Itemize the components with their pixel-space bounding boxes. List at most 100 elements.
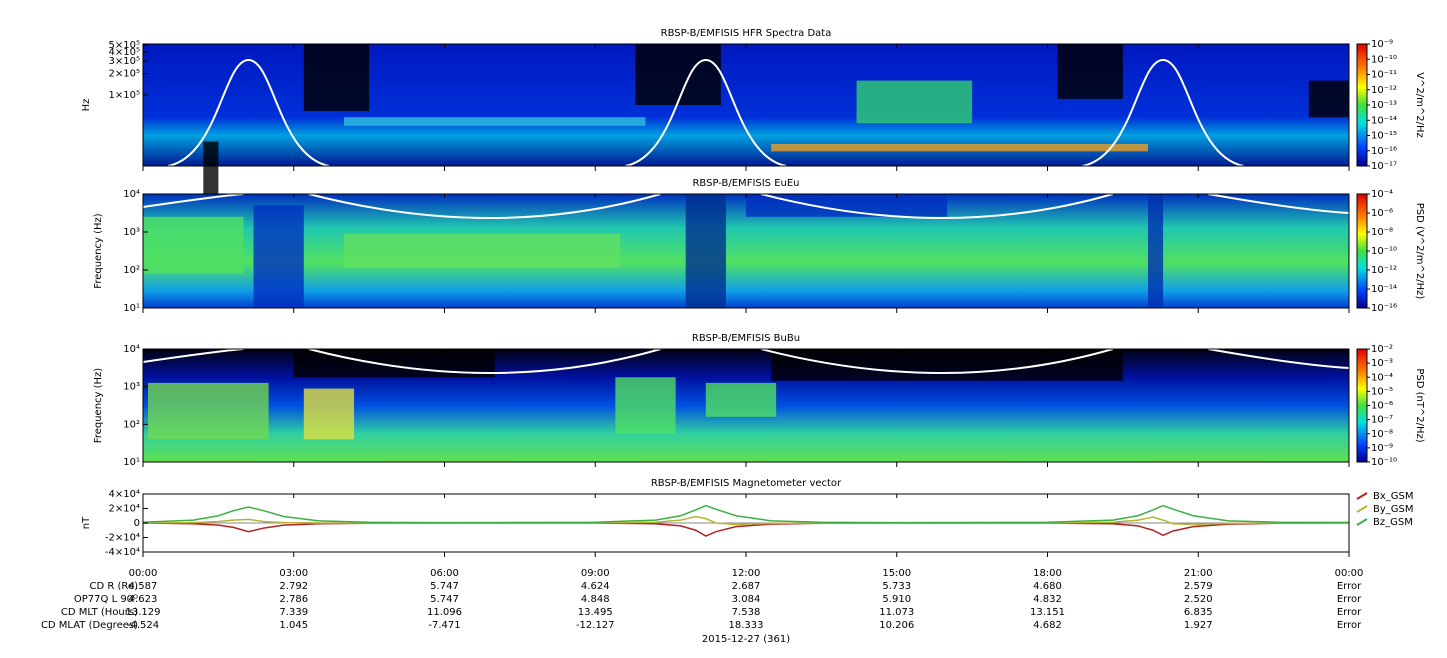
y-tick-label: -2×10⁴ <box>105 533 140 544</box>
spectrogram-feature <box>1057 44 1123 99</box>
date-label: 2015-12-27 (361) <box>702 634 790 645</box>
ephemeris-value: 2.579 <box>1184 581 1213 592</box>
ephemeris-value: 1.045 <box>279 620 308 631</box>
ephemeris-value: -4.524 <box>127 620 159 631</box>
ephemeris-value: -12.127 <box>576 620 615 631</box>
y-tick-label: 10² <box>123 265 140 276</box>
panel-title: RBSP-B/EMFISIS EuEu <box>692 178 799 189</box>
ephemeris-value: 5.910 <box>882 594 911 605</box>
colorbar-tick-label: 10⁻² <box>1371 344 1393 355</box>
colorbar-tick-label: 10⁻⁶ <box>1371 401 1393 412</box>
y-tick-label: 10³ <box>123 227 140 238</box>
colorbar-tick-label: 10⁻⁹ <box>1371 39 1393 50</box>
ephemeris-value: 7.339 <box>279 607 308 618</box>
y-axis-label: Frequency (Hz) <box>93 213 104 289</box>
x-tick-label: 12:00 <box>732 568 761 579</box>
ephemeris-value: 6.835 <box>1184 607 1213 618</box>
legend-swatch <box>1356 492 1368 500</box>
y-axis-label: nT <box>81 516 92 529</box>
spectrogram-feature <box>303 388 355 440</box>
colorbar <box>1356 43 1368 167</box>
colorbar-label: PSD (nT^2/Hz) <box>1414 368 1425 442</box>
panel-title: RBSP-B/EMFISIS HFR Spectra Data <box>661 28 832 39</box>
x-tick-label: 18:00 <box>1033 568 1062 579</box>
legend-label: Bz_GSM <box>1373 517 1413 528</box>
colorbar-label: PSD (V^2/m^2/Hz) <box>1414 203 1425 300</box>
series-line <box>142 515 1349 526</box>
legend-label: By_GSM <box>1373 504 1414 515</box>
ephemeris-value: 4.587 <box>129 581 158 592</box>
colorbar-tick-label: 10⁻¹⁴ <box>1371 115 1397 126</box>
y-axis-label: Hz <box>81 99 92 112</box>
ephemeris-value: 13.129 <box>126 607 161 618</box>
colorbar-tick-label: 10⁻⁹ <box>1371 443 1393 454</box>
ephemeris-value: 4.680 <box>1033 581 1062 592</box>
spectrogram-feature <box>1308 80 1349 118</box>
legend-swatch <box>1356 505 1368 513</box>
spectrogram-feature <box>143 216 244 274</box>
y-tick-label: 1×10⁵ <box>109 90 140 101</box>
y-tick-label: 4×10⁵ <box>109 47 140 58</box>
ephemeris-label: CD MLT (Hours) <box>61 607 138 618</box>
colorbar <box>1356 348 1368 463</box>
series-line <box>142 522 1350 537</box>
ephemeris-value: 2.786 <box>279 594 308 605</box>
y-tick-label: 5×10⁵ <box>109 40 140 51</box>
legend-swatch <box>1356 518 1368 526</box>
x-tick-label: 00:00 <box>129 568 158 579</box>
ephemeris-value: 3.084 <box>732 594 761 605</box>
y-tick-label: 10¹ <box>123 457 140 468</box>
colorbar-tick-label: 10⁻¹⁷ <box>1371 161 1397 172</box>
y-tick-label: 3×10⁵ <box>109 56 140 67</box>
y-tick-label: 10⁴ <box>123 189 140 200</box>
colorbar-tick-label: 10⁻⁶ <box>1371 208 1393 219</box>
colorbar-label: V^2/m^2/Hz <box>1414 72 1425 138</box>
spectrogram-feature <box>344 117 646 126</box>
plot-frame <box>142 193 1350 309</box>
colorbar-tick-label: 10⁻¹⁴ <box>1371 284 1397 295</box>
y-tick-label: 2×10⁴ <box>109 504 140 515</box>
colorbar-tick-label: 10⁻⁸ <box>1371 429 1393 440</box>
spectrogram-feature <box>746 194 947 217</box>
ephemeris-value: 13.495 <box>578 607 613 618</box>
colorbar-tick-label: 10⁻¹² <box>1371 265 1397 276</box>
spectrogram-feature <box>856 80 973 124</box>
colorbar-tick-label: 10⁻⁴ <box>1371 189 1393 200</box>
ephemeris-value: 5.747 <box>430 594 459 605</box>
plot-frame <box>142 493 1350 553</box>
y-tick-label: 10⁴ <box>123 344 140 355</box>
colorbar-tick-label: 10⁻⁴ <box>1371 372 1393 383</box>
y-tick-label: 10² <box>123 419 140 430</box>
plasma-frequency-curve <box>142 193 1350 219</box>
spectrogram-feature <box>685 194 726 308</box>
y-tick-label: 10³ <box>123 382 140 393</box>
ephemeris-value: Error <box>1337 620 1362 631</box>
x-tick-label: 21:00 <box>1184 568 1213 579</box>
plot-frame <box>142 348 1350 463</box>
y-axis-label: Frequency (Hz) <box>93 368 104 444</box>
x-tick-label: 00:00 <box>1335 568 1364 579</box>
ephemeris-label: CD MLAT (Degrees) <box>41 620 138 631</box>
x-tick-label: 15:00 <box>882 568 911 579</box>
ephemeris-value: 2.792 <box>279 581 308 592</box>
ephemeris-value: 4.848 <box>581 594 610 605</box>
y-tick-label: 10¹ <box>123 303 140 314</box>
colorbar-tick-label: 10⁻⁸ <box>1371 227 1393 238</box>
spectrogram-feature <box>253 205 304 308</box>
colorbar-tick-label: 10⁻¹⁰ <box>1371 54 1397 65</box>
ephemeris-value: 4.623 <box>129 594 158 605</box>
spectrogram-feature <box>615 377 676 434</box>
panel-title: RBSP-B/EMFISIS Magnetometer vector <box>651 478 842 489</box>
panel-title: RBSP-B/EMFISIS BuBu <box>692 333 800 344</box>
colorbar-tick-label: 10⁻¹⁰ <box>1371 457 1397 468</box>
ephemeris-value: Error <box>1337 581 1362 592</box>
ephemeris-value: 13.151 <box>1030 607 1065 618</box>
ephemeris-value: 11.096 <box>427 607 462 618</box>
ephemeris-value: 7.538 <box>732 607 761 618</box>
colorbar-tick-label: 10⁻¹¹ <box>1371 70 1397 81</box>
colorbar-tick-label: 10⁻¹⁶ <box>1371 146 1397 157</box>
ephemeris-value: 2.520 <box>1184 594 1213 605</box>
spectrogram-feature <box>148 382 269 440</box>
ephemeris-value: 1.927 <box>1184 620 1213 631</box>
